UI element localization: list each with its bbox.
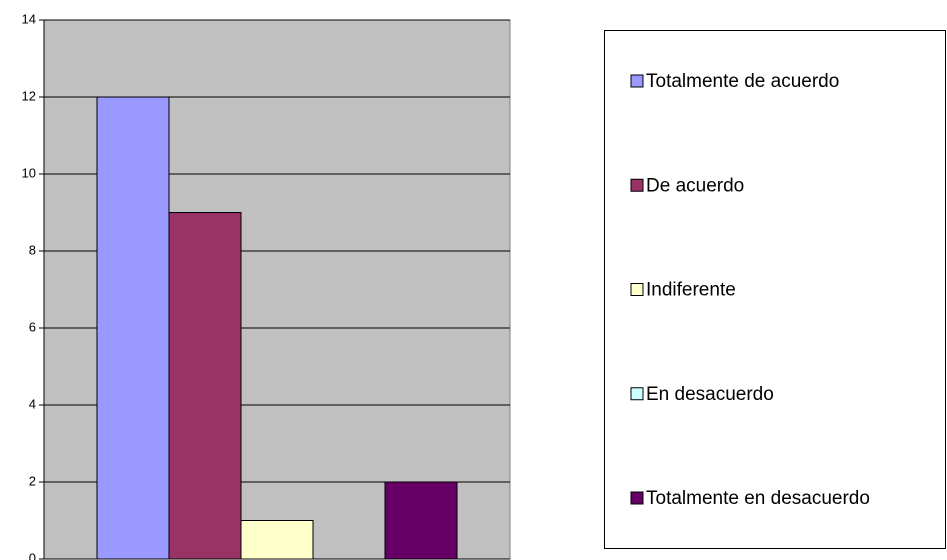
- bar: [384, 481, 458, 560]
- y-tick-label: 12: [22, 88, 36, 103]
- legend-label: Totalmente en desacuerdo: [646, 488, 870, 509]
- legend-box: [604, 30, 946, 549]
- y-tick-label: 14: [22, 11, 36, 26]
- legend-swatch: [630, 387, 644, 401]
- y-tick-label: 0: [29, 550, 36, 560]
- y-tick-label: 2: [29, 473, 36, 488]
- y-tick-label: 4: [29, 396, 36, 411]
- bar: [96, 96, 170, 560]
- legend-swatch: [630, 491, 644, 505]
- bar: [168, 212, 242, 560]
- y-tick-label: 6: [29, 319, 36, 334]
- legend-label: Indiferente: [646, 280, 736, 301]
- legend-label: Totalmente de acuerdo: [646, 71, 839, 92]
- y-tick-label: 8: [29, 242, 36, 257]
- legend-label: De acuerdo: [646, 175, 744, 196]
- legend-swatch: [630, 178, 644, 192]
- y-tick-label: 10: [22, 165, 36, 180]
- bar: [240, 520, 314, 560]
- legend-swatch: [630, 74, 644, 88]
- legend-label: En desacuerdo: [646, 384, 774, 405]
- legend-swatch: [630, 283, 644, 296]
